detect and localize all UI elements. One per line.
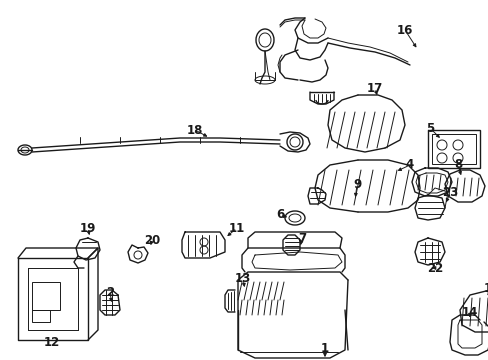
Text: 7: 7: [297, 231, 305, 244]
Text: 11: 11: [228, 221, 244, 234]
Text: 5: 5: [425, 122, 433, 135]
Text: 10: 10: [483, 282, 488, 294]
Bar: [427, 130, 479, 168]
Text: 16: 16: [396, 23, 412, 36]
Text: 23: 23: [441, 186, 457, 199]
Text: 6: 6: [275, 208, 284, 221]
Text: 12: 12: [44, 336, 60, 348]
Bar: [431, 134, 475, 164]
Text: 9: 9: [352, 179, 360, 192]
Text: 13: 13: [234, 271, 251, 284]
Bar: [32, 282, 60, 310]
Text: 17: 17: [366, 81, 382, 94]
Text: 22: 22: [426, 261, 442, 274]
Text: 4: 4: [405, 158, 413, 171]
Text: 20: 20: [143, 234, 160, 247]
Bar: [32, 310, 50, 322]
Text: 8: 8: [453, 158, 461, 171]
Text: 18: 18: [186, 123, 203, 136]
Text: 1: 1: [320, 342, 328, 355]
Text: 19: 19: [80, 221, 96, 234]
Text: 14: 14: [461, 306, 477, 320]
Text: 2: 2: [106, 285, 114, 298]
